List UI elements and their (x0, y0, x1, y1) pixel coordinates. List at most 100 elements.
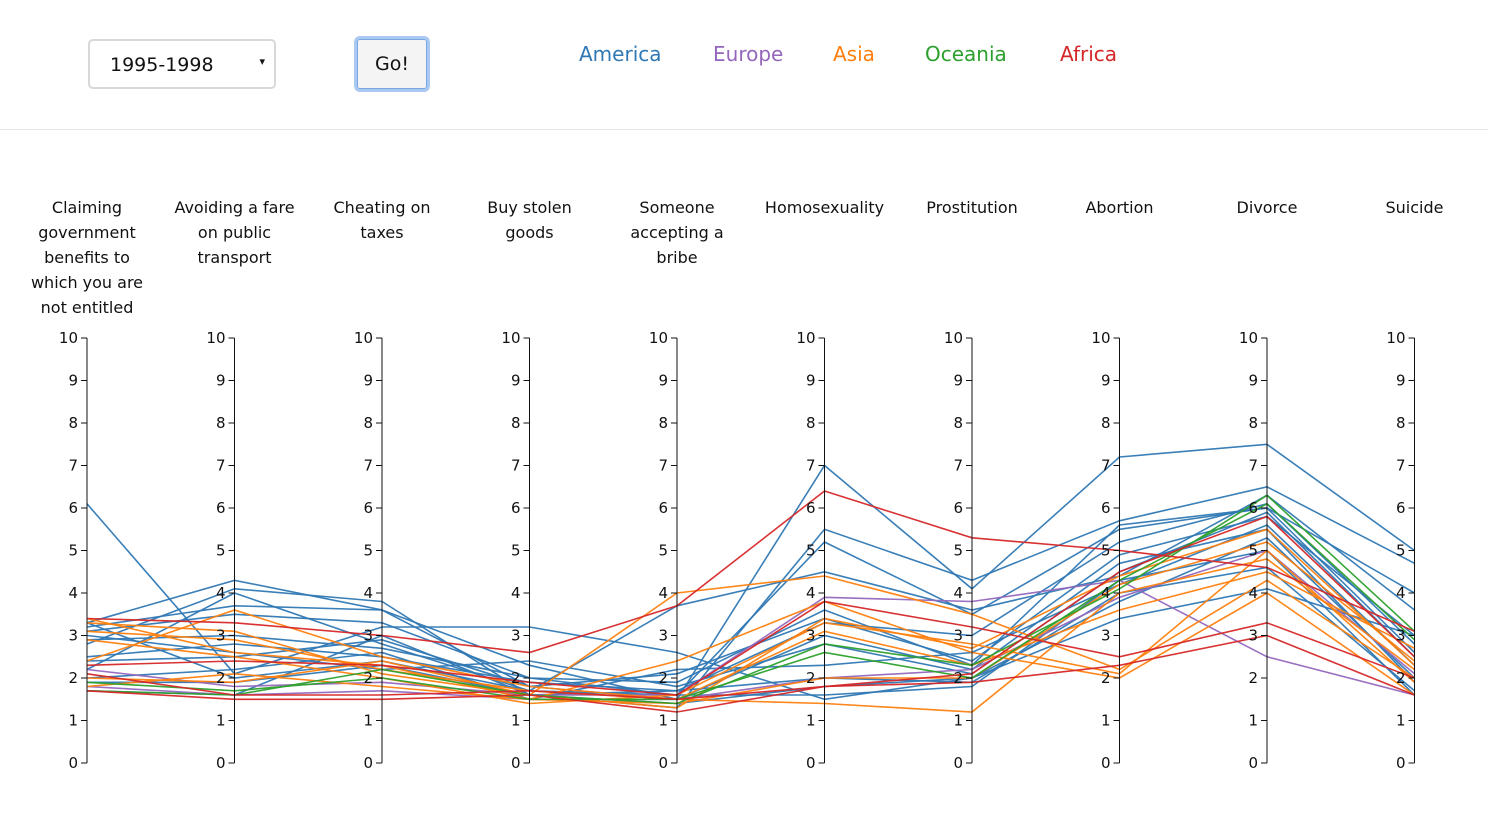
tick-label: 1 (1101, 712, 1111, 730)
legend-item-asia[interactable]: Asia (833, 42, 875, 66)
chevron-down-icon: ▾ (259, 55, 265, 68)
axis-tick: 10 (649, 329, 677, 347)
axis-tick: 1 (511, 712, 530, 730)
series-line-america (87, 566, 1416, 696)
axis-tick: 1 (1101, 712, 1120, 730)
axis: 0 1 2 3 4 5 6 7 8 9 10 (1239, 329, 1268, 772)
legend-item-oceania[interactable]: Oceania (925, 42, 1007, 66)
tick-label: 9 (658, 372, 668, 390)
tick-label: 9 (1396, 372, 1406, 390)
axis-tick: 4 (1396, 584, 1415, 602)
parallel-coordinates-chart: 0123456789100123456789100123456789100123… (31, 198, 1444, 772)
axis-tick: 1 (1396, 712, 1415, 730)
axis-tick: 0 (216, 754, 235, 772)
tick-label: 2 (1248, 669, 1258, 687)
axis-tick: 4 (511, 584, 530, 602)
tick-label: 5 (1248, 542, 1258, 560)
tick-label: 10 (354, 329, 373, 347)
axis-tick: 8 (1396, 414, 1415, 432)
axis-tick: 0 (658, 754, 677, 772)
axis-tick: 5 (953, 542, 972, 560)
axis-tick: 0 (511, 754, 530, 772)
series-line-oceania (86, 502, 1416, 701)
tick-label: 9 (68, 372, 78, 390)
tick-label: 3 (363, 627, 373, 645)
tick-label: 3 (511, 627, 521, 645)
tick-label: 8 (1101, 414, 1111, 432)
axis-tick: 5 (806, 542, 825, 560)
axis-tick: 6 (1101, 499, 1120, 517)
axis-tick: 6 (363, 499, 382, 517)
axis-tick: 2 (68, 669, 87, 687)
tick-label: 6 (68, 499, 78, 517)
dimension-title: Claiming government benefits to which you a… (31, 198, 143, 317)
tick-label: 6 (1396, 499, 1406, 517)
go-button[interactable]: Go! (354, 36, 430, 92)
tick-label: 0 (953, 754, 963, 772)
tick-label: 8 (216, 414, 226, 432)
axis-tick: 8 (953, 414, 972, 432)
tick-label: 4 (363, 584, 373, 602)
tick-label: 9 (1248, 372, 1258, 390)
series-line-asia (86, 549, 1416, 705)
axis-tick: 0 (806, 754, 825, 772)
tick-label: 10 (1091, 329, 1110, 347)
axis-tick: 10 (354, 329, 382, 347)
tick-label: 5 (216, 542, 226, 560)
series-lines (86, 443, 1416, 713)
tick-label: 1 (658, 712, 668, 730)
axis-tick: 8 (658, 414, 677, 432)
axis-tick: 7 (511, 457, 530, 475)
tick-label: 1 (68, 712, 78, 730)
tick-label: 0 (658, 754, 668, 772)
tick-label: 7 (216, 457, 226, 475)
legend-item-europe[interactable]: Europe (713, 42, 784, 66)
axis-tick: 10 (944, 329, 972, 347)
tick-label: 7 (806, 457, 816, 475)
tick-label: 8 (806, 414, 816, 432)
axis-tick: 3 (1248, 627, 1267, 645)
series-line-africa (86, 515, 1416, 713)
axis-tick: 2 (1396, 669, 1415, 687)
tick-label: 9 (1101, 372, 1111, 390)
axis-tick: 0 (1248, 754, 1267, 772)
year-range-select[interactable]: 1995-1998 ▾ (88, 39, 276, 89)
tick-label: 5 (658, 542, 668, 560)
series-line-america (86, 502, 1416, 692)
dimension-title: Avoiding a fare on public transport (174, 198, 294, 267)
dimension-title: Suicide (1386, 198, 1444, 217)
axis-tick: 4 (363, 584, 382, 602)
axis-tick: 5 (68, 542, 87, 560)
axis-tick: 1 (363, 712, 382, 730)
axis-tick: 8 (1248, 414, 1267, 432)
tick-label: 0 (1396, 754, 1406, 772)
tick-label: 6 (953, 499, 963, 517)
tick-label: 9 (511, 372, 521, 390)
tick-label: 2 (68, 669, 78, 687)
legend-item-africa[interactable]: Africa (1060, 42, 1118, 66)
tick-label: 0 (363, 754, 373, 772)
tick-label: 4 (1248, 584, 1258, 602)
axis-tick: 4 (1101, 584, 1120, 602)
axis-tick: 10 (59, 329, 87, 347)
tick-label: 3 (1101, 627, 1111, 645)
tick-label: 10 (796, 329, 815, 347)
dimension-titles: Claiming government benefits to which you a… (31, 198, 1444, 317)
axis: 0 1 2 3 4 5 6 7 8 9 10 (354, 329, 383, 772)
axis-tick: 7 (658, 457, 677, 475)
axis-tick: 2 (806, 669, 825, 687)
axis-tick: 1 (1248, 712, 1267, 730)
axis-tick: 4 (1248, 584, 1267, 602)
tick-label: 5 (1396, 542, 1406, 560)
tick-label: 3 (806, 627, 816, 645)
axis-tick: 5 (216, 542, 235, 560)
tick-label: 2 (1396, 669, 1406, 687)
series-line-europe (86, 549, 1416, 701)
legend-item-america[interactable]: America (579, 42, 662, 66)
axis-tick: 7 (216, 457, 235, 475)
tick-label: 4 (216, 584, 226, 602)
tick-label: 3 (658, 627, 668, 645)
series-line-asia (86, 558, 1415, 713)
axis-tick: 8 (511, 414, 530, 432)
axis-tick: 0 (68, 754, 87, 772)
